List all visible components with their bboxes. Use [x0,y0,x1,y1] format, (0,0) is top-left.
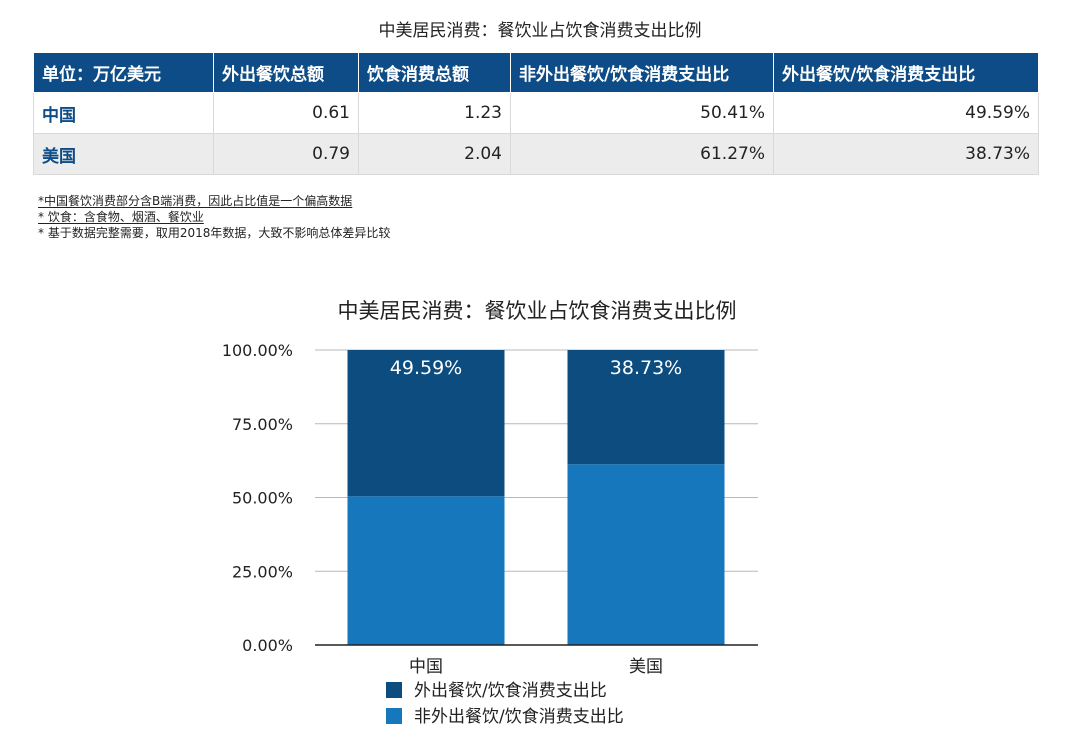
table-cell: 38.73% [773,133,1039,175]
bars: 49.59% 38.73% [347,350,725,645]
table-row: 美国 0.79 2.04 61.27% 38.73% [33,133,1039,175]
header-dining-ratio: 外出餐饮/饮食消费支出比 [773,52,1039,93]
table-cell: 49.59% [773,92,1039,134]
x-tick-label: 中国 [409,657,443,677]
bar-segment [347,350,505,497]
header-non-dining-ratio: 非外出餐饮/饮食消费支出比 [510,52,774,93]
axes: 0.00% 25.00% 50.00% 75.00% 100.00% 中国 美国 [222,341,758,677]
table-cell: 0.79 [213,133,359,175]
bar-segment [567,464,725,645]
bar-segment [347,496,505,645]
header-food-total: 饮食消费总额 [358,52,511,93]
table-cell: 61.27% [510,133,774,175]
table-cell: 2.04 [358,133,511,175]
bar-segment [567,350,725,465]
x-tick-label: 美国 [629,657,663,677]
header-dining-out-total: 外出餐饮总额 [213,52,359,93]
legend-swatch [386,682,402,698]
y-tick-label: 0.00% [242,636,293,655]
table-header-row: 单位：万亿美元 外出餐饮总额 饮食消费总额 非外出餐饮/饮食消费支出比 外出餐饮… [33,52,1039,93]
footnotes: *中国餐饮消费部分含B端消费，因此占比值是一个偏高数据 * 饮食：含食物、烟酒、… [38,193,390,241]
y-tick-label: 100.00% [222,341,293,360]
data-label: 38.73% [610,357,682,379]
data-label: 49.59% [390,357,462,379]
footnote: *中国餐饮消费部分含B端消费，因此占比值是一个偏高数据 [38,194,353,208]
footnote: * 基于数据完整需要，取用2018年数据，大致不影响总体差异比较 [38,226,391,240]
table-title: 中美居民消费：餐饮业占饮食消费支出比例 [378,21,702,41]
data-table: 单位：万亿美元 外出餐饮总额 饮食消费总额 非外出餐饮/饮食消费支出比 外出餐饮… [33,52,1039,175]
table-cell: 50.41% [510,92,774,134]
y-tick-label: 25.00% [232,562,293,581]
chart-title: 中美居民消费：餐饮业占饮食消费支出比例 [338,299,737,323]
footnote: * 饮食：含食物、烟酒、餐饮业 [38,210,204,224]
legend-label: 非外出餐饮/饮食消费支出比 [414,707,624,727]
y-tick-label: 50.00% [232,489,293,508]
legend-swatch [386,708,402,724]
legend-label: 外出餐饮/饮食消费支出比 [414,681,607,701]
row-label: 美国 [33,133,214,175]
table-row: 中国 0.61 1.23 50.41% 49.59% [33,92,1039,134]
y-tick-label: 75.00% [232,415,293,434]
